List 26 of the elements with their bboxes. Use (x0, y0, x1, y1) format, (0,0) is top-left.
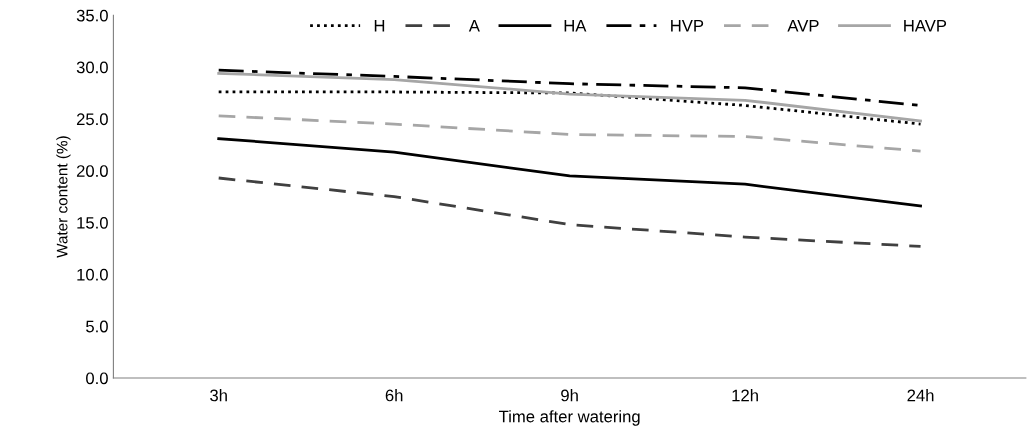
legend-label: H (374, 20, 385, 32)
x-axis-title: Time after watering (499, 410, 640, 426)
y-tick-label: 25.0 (76, 113, 108, 126)
line-series (217, 71, 922, 123)
x-tick-label: 24h (907, 389, 934, 402)
y-tick-label: 30.0 (76, 61, 108, 74)
y-tick-label: 0.0 (86, 372, 108, 385)
line-series (217, 176, 922, 248)
x-tick-label: 12h (732, 389, 758, 402)
legend-label: AVP (787, 20, 819, 32)
y-axis-title: Water content (%) (56, 136, 71, 258)
x-tick-label: 6h (385, 389, 403, 402)
legend-label: A (468, 20, 480, 32)
line-series (217, 90, 922, 126)
legend-label: HVP (671, 20, 704, 32)
y-tick-label: 35.0 (76, 9, 108, 22)
x-tick-label: 9h (561, 389, 578, 402)
y-tick-label: 10.0 (77, 268, 108, 281)
legend-label: HA (564, 20, 587, 32)
line-series (217, 114, 922, 153)
line-series (217, 137, 922, 208)
legend-label: HAVP (904, 20, 947, 32)
y-tick-label: 15.0 (77, 216, 108, 229)
x-tick-label: 3h (210, 389, 227, 402)
y-tick-label: 20.0 (76, 165, 108, 177)
y-tick-label: 5.0 (86, 320, 108, 333)
